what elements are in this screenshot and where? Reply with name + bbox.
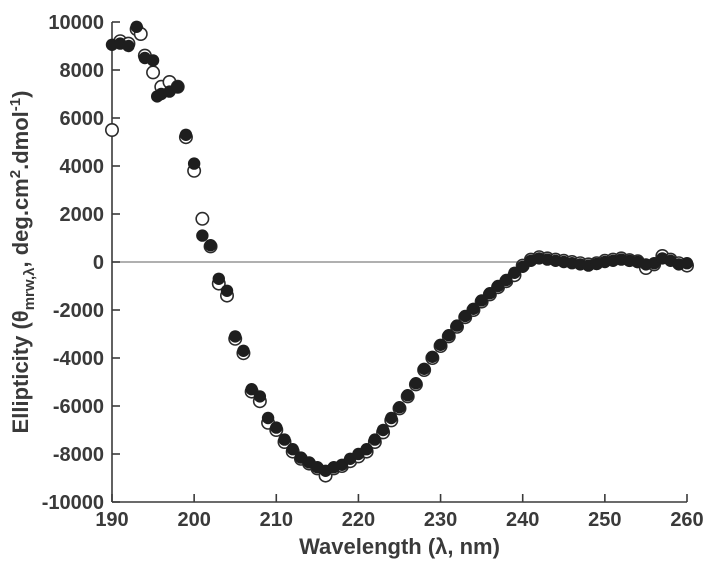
- x-axis-label: Wavelength (λ, nm): [299, 534, 500, 559]
- data-point: [385, 412, 397, 424]
- chart-bg: [0, 0, 720, 562]
- cd-spectrum-chart: -10000-8000-6000-4000-200002000400060008…: [0, 0, 720, 562]
- data-point: [204, 239, 216, 251]
- data-point: [106, 124, 118, 136]
- data-point: [270, 421, 282, 433]
- data-point: [443, 329, 455, 341]
- data-point: [147, 66, 159, 78]
- data-point: [360, 443, 372, 455]
- data-point: [418, 363, 430, 375]
- data-point: [188, 157, 200, 169]
- data-point: [451, 319, 463, 331]
- data-point: [426, 351, 438, 363]
- data-point: [254, 390, 266, 402]
- data-point: [172, 81, 184, 93]
- data-point: [237, 345, 249, 357]
- x-tick-label: 190: [95, 509, 128, 531]
- x-tick-label: 240: [506, 509, 539, 531]
- y-tick-label: -4000: [53, 348, 104, 370]
- y-tick-label: 0: [93, 252, 104, 274]
- data-point: [434, 339, 446, 351]
- x-tick-label: 230: [424, 509, 457, 531]
- chart-container: -10000-8000-6000-4000-200002000400060008…: [0, 0, 720, 562]
- data-point: [122, 40, 134, 52]
- data-point: [130, 21, 142, 33]
- data-point: [196, 213, 208, 225]
- data-point: [221, 285, 233, 297]
- data-point: [681, 257, 693, 269]
- data-point: [402, 389, 414, 401]
- x-tick-label: 220: [342, 509, 375, 531]
- data-point: [369, 433, 381, 445]
- x-tick-label: 260: [670, 509, 703, 531]
- x-tick-label: 200: [177, 509, 210, 531]
- data-point: [229, 330, 241, 342]
- y-tick-label: 4000: [60, 156, 105, 178]
- data-point: [393, 401, 405, 413]
- data-point: [180, 129, 192, 141]
- x-tick-label: 210: [260, 509, 293, 531]
- x-tick-label: 250: [588, 509, 621, 531]
- data-point: [196, 229, 208, 241]
- y-tick-label: -2000: [53, 300, 104, 322]
- y-tick-label: -8000: [53, 444, 104, 466]
- data-point: [278, 433, 290, 445]
- y-tick-label: -6000: [53, 396, 104, 418]
- data-point: [213, 273, 225, 285]
- data-point: [147, 54, 159, 66]
- y-tick-label: 8000: [60, 60, 105, 82]
- data-point: [377, 424, 389, 436]
- data-point: [410, 377, 422, 389]
- y-tick-label: 6000: [60, 108, 105, 130]
- data-point: [262, 412, 274, 424]
- y-tick-label: 10000: [48, 12, 104, 34]
- y-tick-label: 2000: [60, 204, 105, 226]
